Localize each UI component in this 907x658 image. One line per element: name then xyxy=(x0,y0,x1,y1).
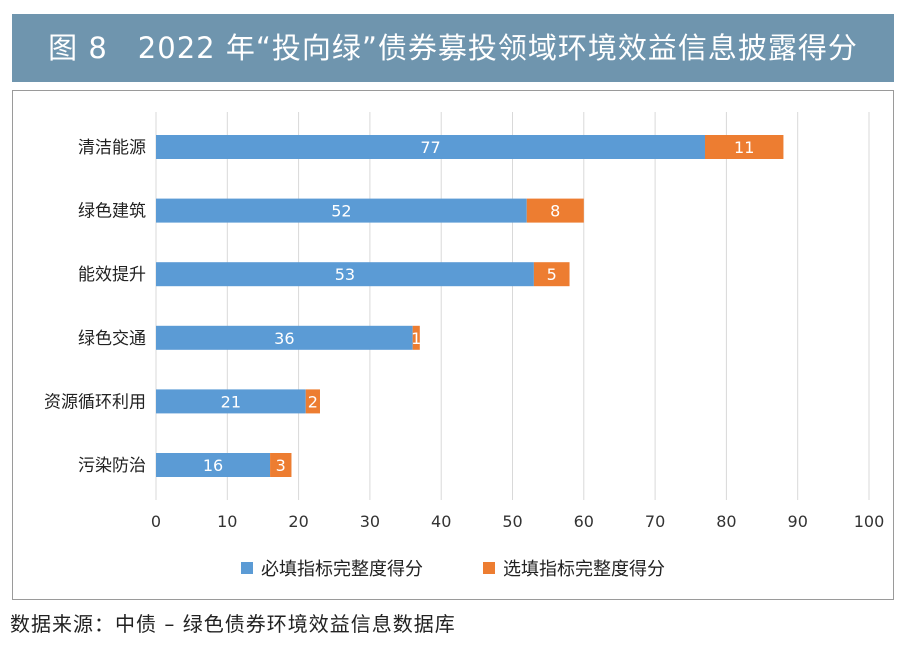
bar-optional xyxy=(412,325,420,350)
data-label: 36 xyxy=(274,329,294,348)
data-label: 1 xyxy=(411,329,421,348)
data-label: 52 xyxy=(331,202,351,221)
bar-optional xyxy=(705,135,784,159)
category-label: 资源循环利用 xyxy=(44,392,146,412)
x-tick-label: 70 xyxy=(645,512,665,531)
category-label: 污染防治 xyxy=(78,456,146,476)
bar-required xyxy=(156,262,534,287)
chart-title: 图 8 2022 年“投向绿”债券募投领域环境效益信息披露得分 xyxy=(12,14,894,82)
legend-label-required: 必填指标完整度得分 xyxy=(261,559,423,580)
category-label: 绿色建筑 xyxy=(78,202,146,222)
bar-required xyxy=(156,389,306,414)
x-tick-label: 90 xyxy=(788,512,808,531)
bar-required xyxy=(156,325,413,350)
bar-optional xyxy=(526,198,584,223)
data-label: 53 xyxy=(335,265,355,284)
x-tick-label: 10 xyxy=(217,512,237,531)
data-label: 16 xyxy=(203,456,223,475)
legend-label-optional: 选填指标完整度得分 xyxy=(503,559,665,580)
data-label: 2 xyxy=(308,392,318,411)
x-tick-label: 60 xyxy=(574,512,594,531)
chart-frame xyxy=(12,90,894,600)
bar-required xyxy=(156,198,527,223)
legend-item-required: 必填指标完整度得分 xyxy=(241,555,423,581)
legend-item-optional: 选填指标完整度得分 xyxy=(483,555,665,581)
x-tick-label: 0 xyxy=(151,512,161,531)
bar-required xyxy=(156,135,706,159)
data-label: 8 xyxy=(550,202,560,221)
bar-optional xyxy=(305,389,320,414)
x-tick-label: 40 xyxy=(431,512,451,531)
data-label: 3 xyxy=(276,456,286,475)
data-label: 77 xyxy=(420,138,440,157)
data-label: 5 xyxy=(547,265,557,284)
x-tick-label: 80 xyxy=(716,512,736,531)
category-label: 绿色交通 xyxy=(78,329,146,349)
legend-swatch-required xyxy=(241,562,253,574)
legend: 必填指标完整度得分 选填指标完整度得分 xyxy=(12,555,894,581)
data-source: 数据来源：中债 – 绿色债券环境效益信息数据库 xyxy=(10,612,456,636)
x-tick-label: 50 xyxy=(502,512,522,531)
x-tick-label: 100 xyxy=(854,512,885,531)
x-tick-label: 20 xyxy=(288,512,308,531)
category-label: 清洁能源 xyxy=(78,138,146,158)
data-label: 11 xyxy=(734,138,754,157)
data-label: 21 xyxy=(221,392,241,411)
x-tick-label: 30 xyxy=(360,512,380,531)
category-label: 能效提升 xyxy=(78,265,146,285)
bar-required xyxy=(156,453,271,477)
legend-swatch-optional xyxy=(483,562,495,574)
bar-optional xyxy=(533,262,570,287)
bar-optional xyxy=(270,453,292,477)
